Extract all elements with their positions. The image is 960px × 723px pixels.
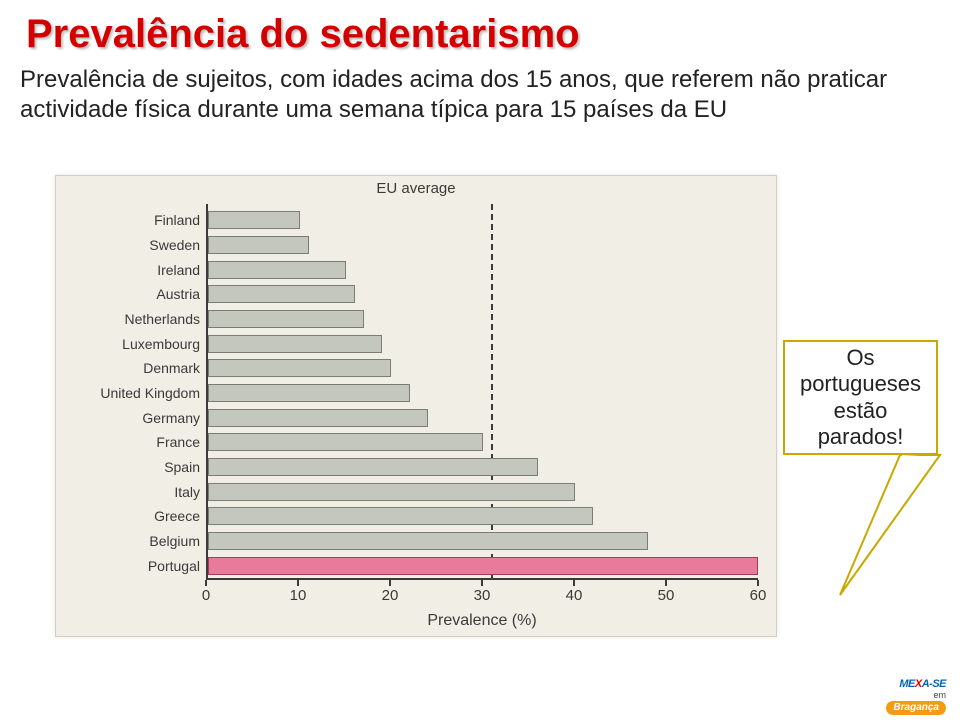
bar-label: Belgium [149, 533, 208, 549]
xtick-mark [297, 580, 299, 586]
xtick-label: 50 [658, 587, 675, 604]
xtick-mark [757, 580, 759, 586]
logo-line1: MEXA-SE [899, 678, 946, 690]
bar-label: Luxembourg [122, 336, 208, 352]
xtick-label: 60 [750, 587, 767, 604]
bar [208, 285, 355, 303]
slide-subtitle: Prevalência de sujeitos, com idades acim… [20, 65, 940, 125]
logo-part-a: ME [899, 678, 915, 690]
bar [208, 236, 309, 254]
bar [208, 458, 538, 476]
xtick-label: 10 [290, 587, 307, 604]
xtick-mark [389, 580, 391, 586]
logo-line2: em [933, 690, 946, 700]
logo-part-b: A-SE [922, 678, 946, 690]
bar-label: Spain [164, 459, 208, 475]
bar [208, 211, 300, 229]
bar-label: Ireland [157, 262, 208, 278]
logo-line3: Bragança [886, 701, 946, 715]
logo-part-x: X [915, 678, 922, 690]
bar-row: United Kingdom [208, 383, 758, 403]
bar-label: Portugal [148, 558, 208, 574]
bar-label: Italy [174, 484, 208, 500]
bar [208, 507, 593, 525]
slide-title: Prevalência do sedentarismo [20, 10, 586, 59]
bar-label: Sweden [149, 237, 208, 253]
eu-average-label: EU average [376, 180, 455, 197]
bars-container: Finland Sweden Ireland Austria Netherlands Lu… [208, 208, 758, 578]
bar [208, 310, 364, 328]
x-axis-title: Prevalence (%) [206, 612, 758, 630]
bar [208, 384, 410, 402]
bar-label: Netherlands [125, 311, 209, 327]
callout-box: Os portugueses estão parados! [783, 340, 938, 455]
bar-row: Ireland [208, 260, 758, 280]
slide: Prevalência do sedentarismo Prevalência … [0, 0, 960, 723]
bar-label: United Kingdom [100, 385, 208, 401]
bar-label: Denmark [143, 360, 208, 376]
bar-row: France [208, 432, 758, 452]
bar [208, 532, 648, 550]
bar-row: Greece [208, 506, 758, 526]
xtick-mark [665, 580, 667, 586]
xtick-label: 40 [566, 587, 583, 604]
prevalence-chart: EU average FinlandSwedenIrelandAustriaNe… [55, 175, 777, 637]
bar-row: Austria [208, 284, 758, 304]
bar-row: Denmark [208, 358, 758, 378]
xtick-label: 0 [202, 587, 210, 604]
bar-label: Austria [156, 286, 208, 302]
plot-area: Finland Sweden Ireland Austria Netherlands Lu… [206, 204, 758, 580]
bar [208, 359, 391, 377]
bar-label: Germany [142, 410, 208, 426]
footer-logo: MEXA-SE em Bragança [886, 679, 946, 715]
bar [208, 433, 483, 451]
bar-row: Spain [208, 457, 758, 477]
bar-row: Finland [208, 210, 758, 230]
bar-row: Portugal [208, 556, 758, 576]
bar [208, 557, 758, 575]
bar-row: Luxembourg [208, 334, 758, 354]
bar-row: Germany [208, 408, 758, 428]
xtick-mark [481, 580, 483, 586]
bar-label: Greece [154, 508, 208, 524]
bar [208, 483, 575, 501]
bar-label: France [156, 434, 208, 450]
bar [208, 335, 382, 353]
bar [208, 409, 428, 427]
bar-row: Italy [208, 482, 758, 502]
xtick-mark [573, 580, 575, 586]
bar-row: Netherlands [208, 309, 758, 329]
xtick-mark [205, 580, 207, 586]
bar-label: Finland [154, 212, 208, 228]
xtick-label: 20 [382, 587, 399, 604]
bar-row: Sweden [208, 235, 758, 255]
bar [208, 261, 346, 279]
bar-row: Belgium [208, 531, 758, 551]
xtick-label: 30 [474, 587, 491, 604]
